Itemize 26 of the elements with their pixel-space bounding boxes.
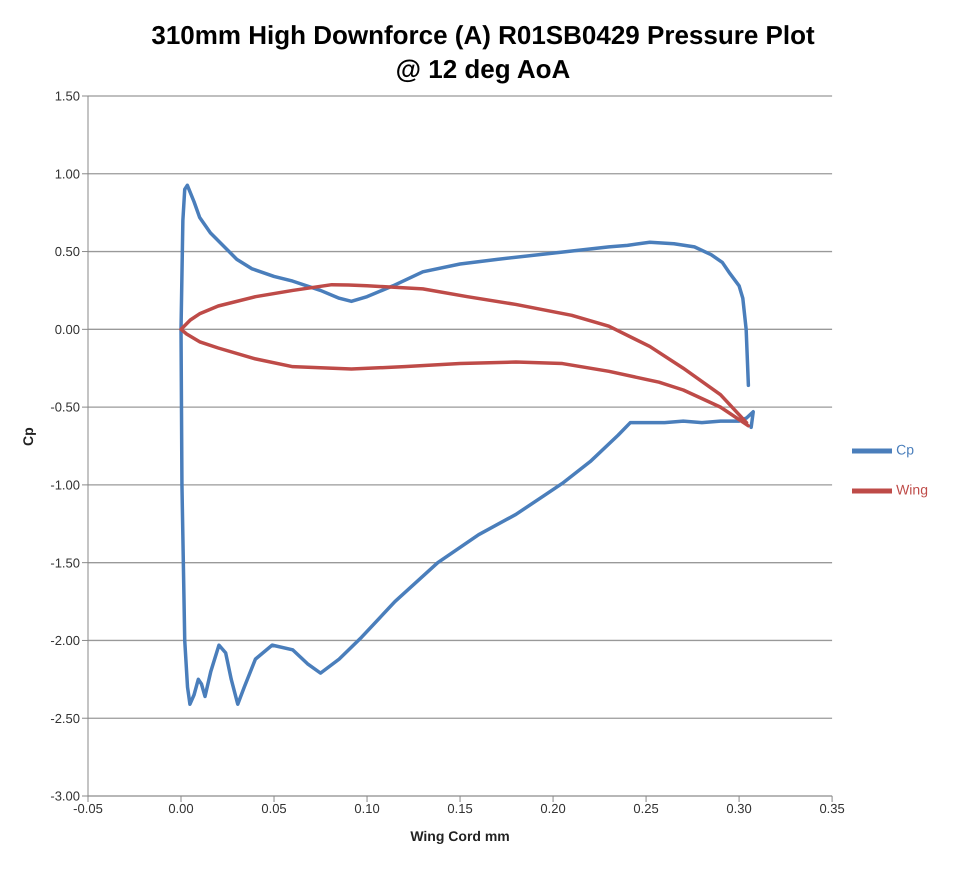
x-tick-label: 0.05 [261, 801, 287, 816]
y-tick-label: 1.50 [54, 88, 80, 104]
y-tick-label: 0.00 [54, 322, 80, 337]
x-tick-label: 0.35 [819, 801, 845, 816]
chart-title: 310mm High Downforce (A) R01SB0429 Pressure Plot @ 12 deg AoA [150, 19, 816, 86]
y-tick-label: -1.00 [50, 478, 80, 493]
x-tick-label: 0.10 [354, 801, 380, 816]
line-series [179, 184, 755, 706]
x-tick-label: 0.00 [168, 801, 194, 816]
y-tick-label: 0.50 [54, 244, 80, 260]
x-tick-label: 0.30 [726, 801, 752, 816]
x-tick-label: 0.25 [633, 801, 659, 816]
y-tick-label: -0.50 [50, 400, 80, 415]
y-tick-label: -1.50 [50, 555, 80, 570]
x-tick-label: 0.20 [540, 801, 566, 816]
y-tick-label: -2.50 [50, 710, 80, 726]
y-axis-title: Cp [20, 427, 36, 446]
y-tick-label: -3.00 [50, 788, 80, 804]
legend-label: Cp [896, 442, 914, 458]
x-tick-label: 0.15 [447, 801, 473, 816]
line-series [179, 282, 750, 428]
x-axis-title: Wing Cord mm [410, 828, 510, 844]
y-tick-label: 1.00 [54, 166, 80, 182]
legend-label: Wing [896, 482, 928, 498]
x-tick-label: -0.05 [73, 801, 103, 816]
y-tick-label: -2.00 [50, 633, 80, 648]
